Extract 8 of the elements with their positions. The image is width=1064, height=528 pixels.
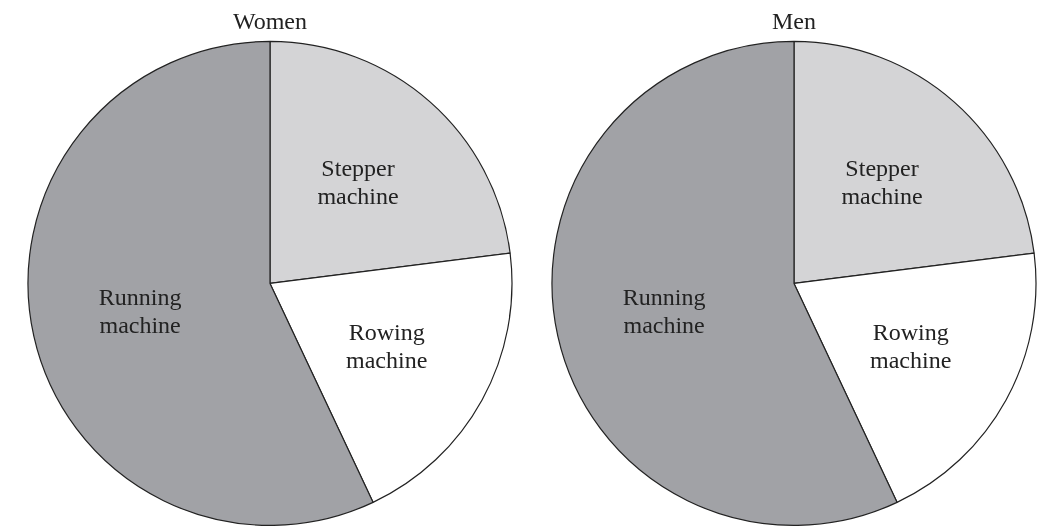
chart-title: Women <box>232 7 308 34</box>
slice-label: Stepper machine <box>317 154 399 209</box>
slice-label: Running machine <box>622 283 706 338</box>
slice-label: Rowing machine <box>345 318 428 373</box>
slice-label: Rowing machine <box>869 318 952 373</box>
slice-label: Stepper machine <box>841 154 923 209</box>
slice-label: Running machine <box>98 283 182 338</box>
chart-title: Men <box>772 7 816 34</box>
